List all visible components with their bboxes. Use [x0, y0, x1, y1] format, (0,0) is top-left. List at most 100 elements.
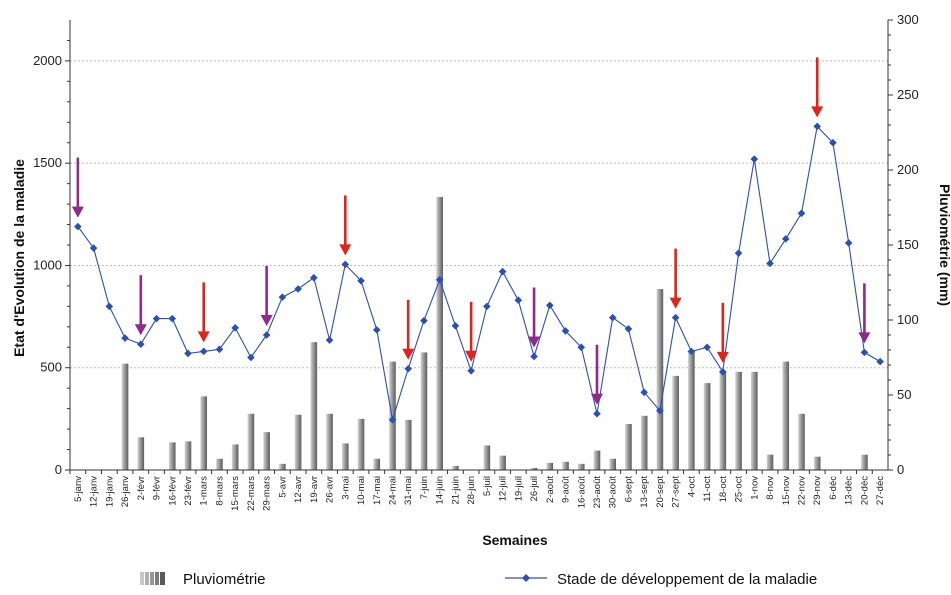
- disease-stage-point: [404, 364, 413, 373]
- x-tick-label: 2-févr: [136, 476, 147, 500]
- x-tick-label: 30-août: [608, 476, 619, 509]
- x-tick-label: 15-mars: [230, 476, 241, 511]
- x-tick-label: 22-mars: [246, 476, 257, 511]
- x-tick-label: 26-juil: [529, 476, 540, 501]
- rainfall-bar: [326, 413, 333, 470]
- x-tick-label: 16-févr: [167, 476, 178, 506]
- disease-stage-point: [435, 275, 444, 284]
- rainfall-bar: [247, 413, 255, 470]
- right-tick-label: 0: [897, 462, 904, 477]
- right-tick-label: 250: [897, 87, 919, 102]
- rainfall-bar: [672, 375, 679, 470]
- x-tick-label: 22-nov: [796, 476, 807, 505]
- x-tick-label: 5-avr: [277, 476, 288, 498]
- disease-stage-point: [483, 302, 491, 311]
- rainfall-bar: [184, 441, 192, 470]
- right-y-axis-title: Pluviométrie (mm): [937, 184, 951, 306]
- x-tick-label: 10-mai: [356, 476, 367, 505]
- right-y-tick-labels: 0 50 100 150 200 250 300: [888, 12, 919, 477]
- x-tick-label: 26-avr: [325, 476, 336, 503]
- x-tick-label: 12-juil: [498, 476, 509, 501]
- rainfall-bars: [121, 196, 868, 470]
- axes: [69, 20, 889, 471]
- disease-stage-point: [797, 209, 806, 218]
- rainfall-bar: [735, 371, 742, 470]
- x-tick-label: 20-sept: [655, 476, 666, 508]
- rainfall-bar: [766, 454, 774, 470]
- disease-stage-point: [640, 388, 648, 397]
- rainfall-bar: [640, 415, 648, 470]
- disease-stage-point: [152, 314, 161, 323]
- x-tick-label: 21-juin: [450, 476, 461, 505]
- disease-stage-point: [624, 325, 633, 333]
- rainfall-bar: [483, 445, 491, 470]
- disease-stage-point: [231, 324, 239, 332]
- disease-stage-point: [750, 155, 759, 163]
- rainfall-bar: [499, 455, 506, 470]
- x-tick-labels: 5-janv 12-janv 19-janv 26-janv 2-févr 9-févr 1…: [69, 470, 886, 511]
- x-tick-label: 3-mai: [340, 476, 351, 500]
- rainfall-bar: [688, 351, 695, 470]
- rainfall-bar: [294, 414, 302, 470]
- rainfall-bar: [357, 418, 365, 470]
- purple-arrow: [134, 275, 147, 336]
- legend-label-disease: Stade de développement de la maladie: [557, 571, 817, 588]
- x-tick-label: 1-mars: [199, 476, 210, 506]
- disease-stage-point: [420, 316, 428, 325]
- disease-stage-polyline: [77, 125, 881, 421]
- disease-stage-line: [74, 122, 884, 424]
- x-tick-label: 9-août: [561, 476, 572, 503]
- disease-stage-point: [388, 416, 397, 424]
- rainfall-bar: [200, 396, 208, 470]
- disease-stage-point: [593, 409, 601, 418]
- x-tick-label: 28-juin: [466, 476, 477, 505]
- purple-arrow: [528, 287, 541, 348]
- rainfall-bar: [782, 361, 790, 470]
- legend-swatch-disease: [505, 574, 547, 582]
- x-tick-label: 13-sept: [639, 476, 650, 508]
- legend: Pluviométrie Stade de développement de l…: [140, 571, 817, 588]
- red-arrow: [669, 248, 682, 309]
- right-tick-label: 100: [897, 312, 919, 327]
- disease-stage-point: [781, 235, 790, 243]
- rainfall-bar: [436, 196, 443, 470]
- disease-stage-point: [530, 352, 538, 361]
- rainfall-bar: [404, 419, 412, 470]
- disease-stage-point: [199, 347, 208, 356]
- gridlines: [70, 60, 888, 369]
- disease-stage-point: [608, 313, 617, 322]
- rainfall-bar: [216, 458, 223, 470]
- rainfall-bar: [279, 463, 286, 470]
- disease-stage-point: [215, 345, 224, 354]
- disease-stage-point: [829, 138, 837, 147]
- rainfall-bar: [341, 443, 349, 470]
- disease-stage-point: [545, 301, 554, 310]
- x-tick-label: 19-avr: [309, 476, 320, 503]
- disease-stage-point: [168, 314, 177, 323]
- x-tick-label: 24-mai: [387, 476, 398, 505]
- x-tick-label: 18-oct: [718, 476, 729, 503]
- x-tick-label: 5-janv: [73, 476, 84, 502]
- x-tick-label: 31-mai: [403, 476, 414, 505]
- disease-stage-point: [74, 222, 82, 231]
- x-tick-label: 7-juin: [419, 476, 430, 499]
- rainfall-bar: [373, 458, 381, 470]
- x-tick-label: 8-mars: [214, 476, 225, 506]
- left-tick-label: 500: [40, 360, 62, 375]
- x-tick-label: 29-mars: [262, 476, 273, 511]
- rainfall-bar: [546, 462, 554, 470]
- rainfall-bar: [625, 423, 632, 470]
- legend-swatch-rainfall: [140, 572, 165, 585]
- red-arrow: [716, 302, 729, 363]
- x-tick-label: 16-août: [576, 476, 587, 509]
- x-tick-label: 1-nov: [749, 476, 760, 500]
- disease-stage-point: [844, 239, 853, 247]
- x-tick-label: 27-sept: [671, 476, 682, 508]
- x-tick-label: 19-janv: [104, 476, 115, 507]
- x-tick-label: 17-mai: [372, 476, 383, 505]
- rainfall-bar: [263, 432, 270, 470]
- x-tick-label: 12-avr: [293, 476, 304, 503]
- disease-stage-point: [247, 353, 255, 362]
- left-tick-label: 1000: [33, 257, 62, 272]
- right-tick-label: 50: [897, 387, 911, 402]
